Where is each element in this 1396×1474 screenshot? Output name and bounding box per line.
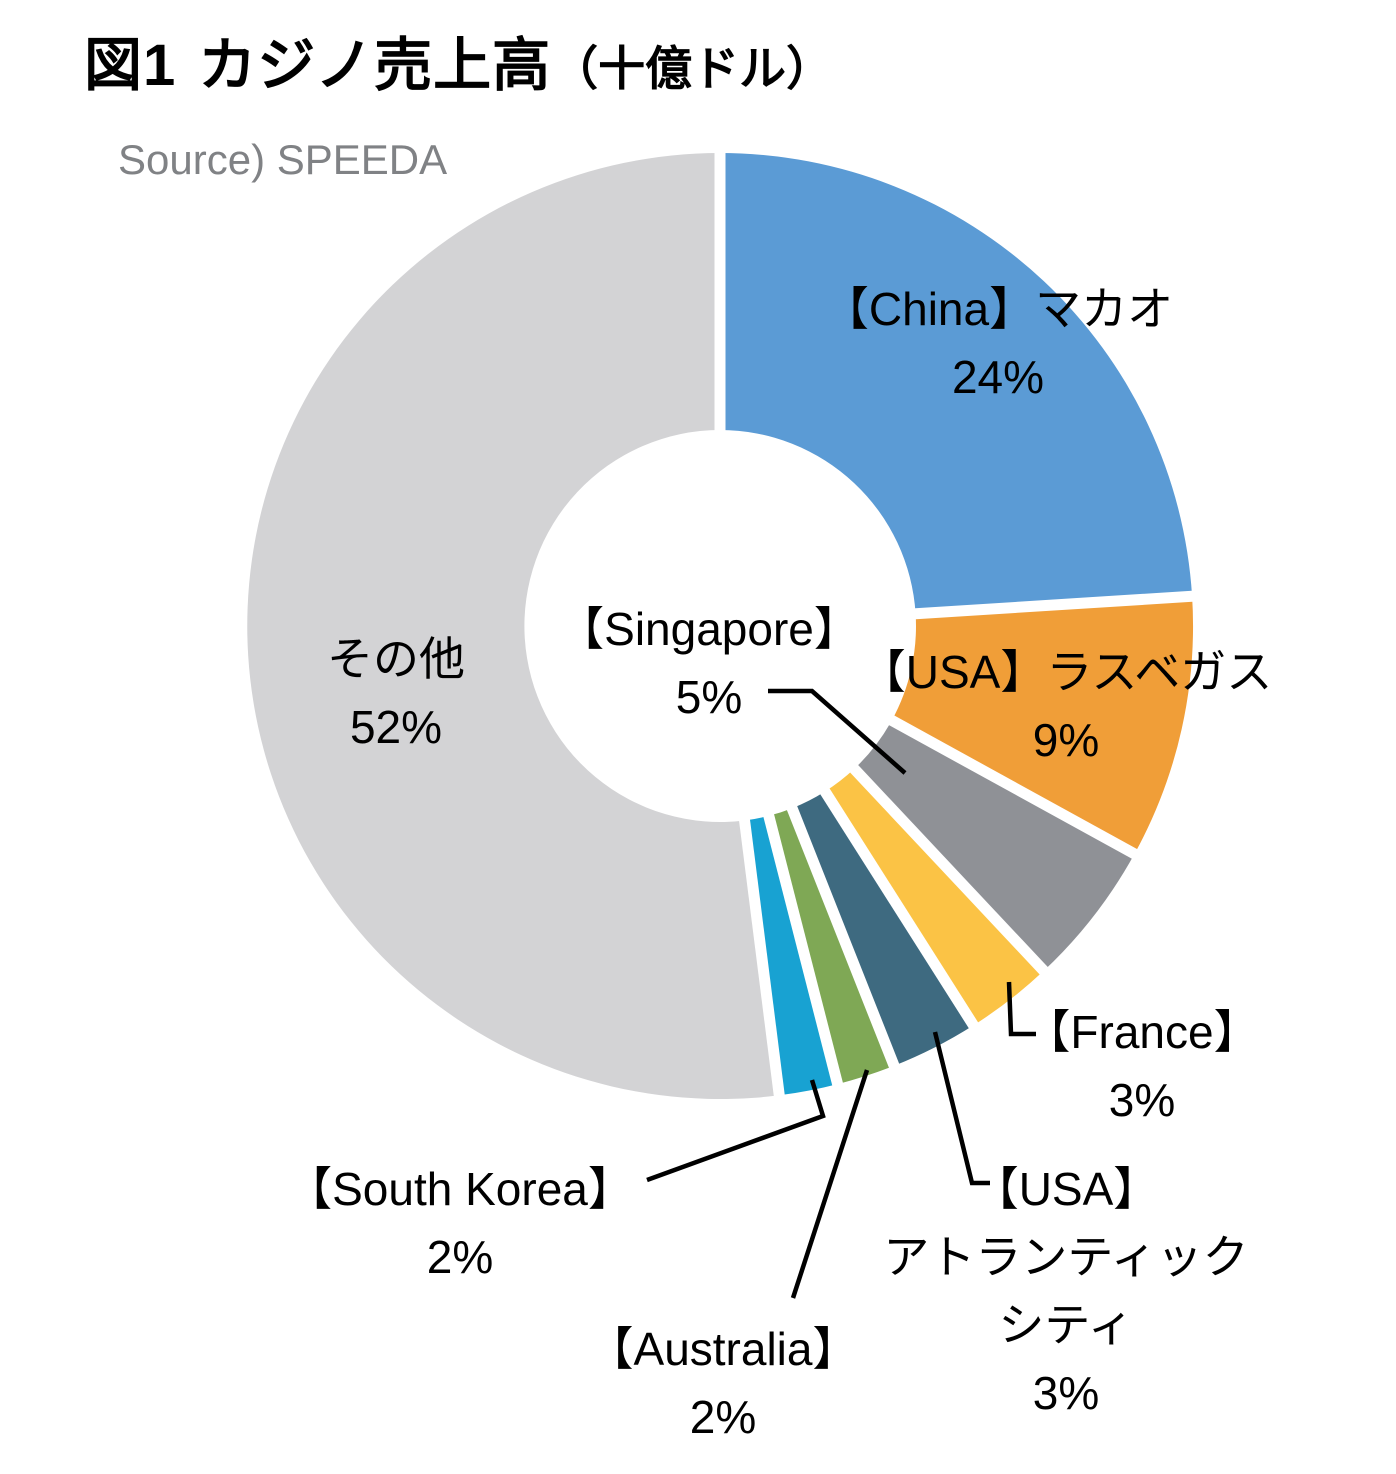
segment-separator-4 (817, 783, 982, 1034)
source-credit: Source) SPEEDA (118, 136, 448, 183)
segment-label-south_korea-line-2: 2% (427, 1231, 493, 1283)
pie-segment-france (825, 768, 1044, 1026)
segment-separator-7 (738, 813, 786, 1102)
segment-label-usa_atlantic_city-line-4: 3% (1033, 1367, 1099, 1419)
leader-line-france (1006, 981, 1036, 1037)
figure-title-unit: （十億ドル） (551, 42, 834, 95)
segment-label-australia-line-1: 【Australia】 (588, 1323, 859, 1375)
segment-label-usa_atlantic_city-line-3: シティ (998, 1299, 1133, 1351)
leader-line-south_korea (646, 1079, 826, 1183)
pie-segment-australia (768, 808, 895, 1085)
leader-lines (646, 688, 1036, 1299)
segment-label-china_macau-line-1: 【China】マカオ (823, 283, 1173, 335)
pie-segment-other (247, 153, 780, 1099)
pie-segment-china_macau (720, 153, 1193, 614)
segment-label-other-line-2: 52% (350, 701, 442, 753)
segment-separator-3 (846, 760, 1052, 979)
segment-labels: 【China】マカオ 24% 【USA】ラスベガス 9% 【Singapore】 5% 【F… (286, 283, 1272, 1443)
segment-label-usa_atlantic_city-line-2: アトランティック (883, 1231, 1248, 1283)
leader-line-australia (790, 1069, 870, 1299)
segment-label-usa_las_vegas-line-1: 【USA】ラスベガス (860, 646, 1272, 698)
leader-line-singapore (768, 688, 907, 775)
segment-label-singapore-line-2: 5% (676, 671, 742, 723)
segment-label-france-line-1: 【France】 (1024, 1006, 1259, 1058)
pie-segment-singapore (854, 720, 1135, 971)
pie-segment-usa_las_vegas (891, 596, 1194, 854)
segment-separator-2 (883, 712, 1143, 862)
segment-label-australia-line-2: 2% (690, 1391, 756, 1443)
segment-label-usa_las_vegas-line-2: 9% (1033, 714, 1099, 766)
leader-line-usa_atlantic_city (932, 1031, 990, 1186)
donut-segments (247, 153, 1194, 1099)
segment-label-china_macau-line-2: 24% (952, 351, 1044, 403)
segment-separator-6 (761, 808, 845, 1092)
segment-label-south_korea-line-1: 【South Korea】 (286, 1163, 634, 1215)
pie-segment-usa_atlantic_city (792, 791, 974, 1066)
segment-separator-5 (784, 800, 902, 1074)
pie-segment-south_korea (744, 815, 838, 1096)
segment-label-usa_atlantic_city-line-1: 【USA】 (973, 1163, 1160, 1215)
page-title: 図1 カジノ売上高（十億ドル） (84, 34, 833, 98)
segment-separators (714, 147, 1199, 1102)
segment-label-other-line-1: その他 (327, 633, 465, 685)
figure-title-text: カジノ売上高 (198, 33, 552, 98)
segment-separator-1 (909, 590, 1199, 620)
figure-number: 図1 (84, 33, 177, 98)
segment-label-france-line-2: 3% (1109, 1074, 1175, 1126)
segment-label-singapore-line-1: 【Singapore】 (558, 603, 860, 655)
